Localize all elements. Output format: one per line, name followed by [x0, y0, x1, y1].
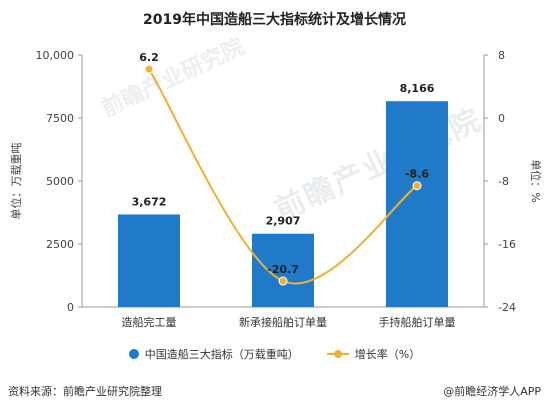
y-tick-label-right: -16: [498, 238, 516, 251]
line-value-label: 6.2: [139, 51, 159, 64]
line-point: [279, 277, 287, 285]
y-tick-label-right: -24: [498, 301, 516, 314]
y-tick-label-right: 8: [498, 49, 505, 62]
line-point: [413, 182, 421, 190]
legend-line-swatch: [327, 349, 349, 359]
y-tick-label-left: 5000: [46, 175, 74, 188]
x-tick-label: 手持船舶订单量: [379, 315, 456, 329]
legend-line-label: 增长率（%）: [355, 346, 420, 362]
source-note: 资料来源：前瞻产业研究院整理: [8, 383, 162, 399]
bar-value-label: 8,166: [400, 82, 435, 95]
bar: [386, 101, 448, 307]
line-point: [145, 65, 153, 73]
bar-value-label: 3,672: [132, 195, 167, 208]
bar: [118, 214, 180, 307]
y-tick-label-right: 0: [498, 112, 505, 125]
bar-value-label: 2,907: [266, 215, 301, 228]
legend-bar-label: 中国造船三大指标（万载重吨）: [145, 346, 299, 362]
legend-item-line: 增长率（%）: [327, 346, 420, 362]
y-tick-label-right: -8: [498, 175, 509, 188]
y-tick-label-left: 10,000: [36, 49, 75, 62]
legend: 中国造船三大指标（万载重吨） 增长率（%）: [0, 346, 549, 362]
brand-credit: @前瞻经济学人APP: [443, 383, 541, 399]
y-axis-label-left: 单位：万载重吨: [9, 143, 23, 220]
legend-item-bar: 中国造船三大指标（万载重吨）: [129, 346, 299, 362]
x-tick-label: 新承接船舶订单量: [239, 315, 327, 329]
footer: 资料来源：前瞻产业研究院整理 @前瞻经济学人APP: [0, 383, 549, 405]
x-tick-label: 造船完工量: [122, 315, 177, 329]
legend-bar-swatch: [129, 349, 139, 359]
y-tick-label-left: 0: [67, 301, 74, 314]
line-value-label: -8.6: [405, 168, 429, 181]
y-tick-label-left: 7500: [46, 112, 74, 125]
line-value-label: -20.7: [267, 263, 299, 276]
y-tick-label-left: 2500: [46, 238, 74, 251]
combo-chart: 0 2500 5000 7500 10,000 -24 -16 -8 0 8 单位：万载重吨 单位：%…: [0, 0, 549, 345]
y-axis-label-right: 单位：%: [529, 159, 543, 202]
